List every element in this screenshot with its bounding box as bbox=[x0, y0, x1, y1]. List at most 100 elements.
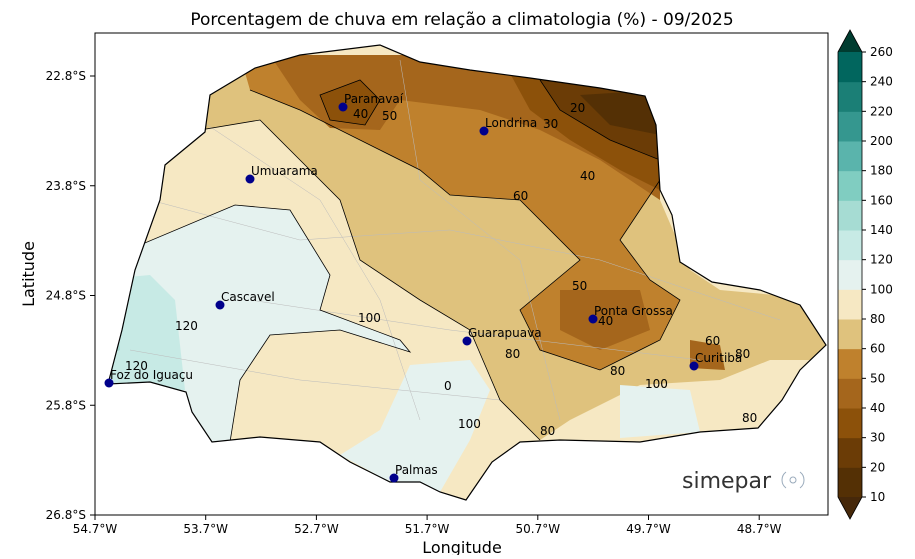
contour-label: 20 bbox=[570, 101, 585, 115]
city-label: Palmas bbox=[395, 463, 438, 477]
colorbar-swatch bbox=[838, 259, 862, 290]
city-label: Londrina bbox=[485, 116, 537, 130]
zone-60-80 bbox=[200, 55, 826, 440]
city-marker bbox=[338, 102, 348, 112]
colorbar-tick-label: 10 bbox=[870, 490, 885, 504]
colorbar-tick-label: 20 bbox=[870, 460, 885, 474]
city-marker bbox=[215, 300, 225, 310]
x-tick-label: 51.7°W bbox=[405, 522, 450, 536]
colorbar-tick-label: 160 bbox=[870, 193, 893, 207]
cities: Paranavaí Londrina Umuarama Cascavel Guarapu… bbox=[104, 92, 742, 483]
contour-label: 80 bbox=[742, 411, 757, 425]
contour-label: 40 bbox=[580, 169, 595, 183]
city-marker bbox=[588, 314, 598, 324]
y-tick-label: 22.8°S bbox=[46, 69, 86, 83]
x-tick-label: 54.7°W bbox=[73, 522, 118, 536]
city-label: Guarapuava bbox=[468, 326, 542, 340]
colorbar-swatch bbox=[838, 111, 862, 142]
y-axis-label: Latitude bbox=[19, 241, 38, 307]
colorbar-swatch bbox=[838, 378, 862, 409]
colorbar-swatch bbox=[838, 348, 862, 379]
contour-label: 80 bbox=[735, 347, 750, 361]
colorbar-swatch bbox=[838, 319, 862, 350]
colorbar-tick-label: 100 bbox=[870, 282, 893, 296]
colorbar-swatch bbox=[838, 408, 862, 439]
x-tick-label: 53.7°W bbox=[183, 522, 228, 536]
city-marker bbox=[389, 473, 399, 483]
zone-100-120 bbox=[108, 205, 700, 492]
colorbar-swatch bbox=[838, 52, 862, 83]
colorbar-swatch bbox=[838, 141, 862, 172]
x-tick-label: 50.7°W bbox=[516, 522, 561, 536]
city-label: Curitiba bbox=[695, 351, 742, 365]
contour-label: 120 bbox=[125, 359, 148, 373]
colorbar-extension-over bbox=[838, 30, 862, 52]
contour-label: 0 bbox=[444, 379, 452, 393]
colorbar-tick-label: 220 bbox=[870, 104, 893, 118]
city-marker bbox=[479, 126, 489, 136]
x-tick-label: 48.7°W bbox=[737, 522, 782, 536]
contour-label: 60 bbox=[705, 334, 720, 348]
city-marker bbox=[689, 361, 699, 371]
contour-label: 50 bbox=[382, 109, 397, 123]
city-marker bbox=[245, 174, 255, 184]
contour-label: 40 bbox=[598, 314, 613, 328]
x-tick-label: 49.7°W bbox=[626, 522, 671, 536]
colorbar-swatch bbox=[838, 81, 862, 112]
contour-label: 80 bbox=[540, 424, 555, 438]
municipal-lines bbox=[129, 59, 781, 421]
city-label: Foz do Iguaçu bbox=[110, 368, 193, 382]
city-label: Cascavel bbox=[221, 290, 275, 304]
contour bbox=[199, 119, 541, 441]
colorbar: 10 20 30 40 50 60 80 100 120 140 160 180 200 220 240 26… bbox=[837, 29, 893, 520]
colorbar-tick-label: 120 bbox=[870, 253, 893, 267]
contour-label: 120 bbox=[175, 319, 198, 333]
city-label: Ponta Grossa bbox=[594, 304, 673, 318]
map-title: Porcentagem de chuva em relação a climat… bbox=[190, 10, 733, 30]
city-label: Umuarama bbox=[251, 164, 318, 178]
x-tick-label: 52.7°W bbox=[294, 522, 339, 536]
colorbar-tick-label: 200 bbox=[870, 134, 893, 148]
colorbar-tick-label: 240 bbox=[870, 75, 893, 89]
contour-labels: 40 50 30 20 40 60 50 40 120 120 100 80 0… bbox=[125, 101, 757, 438]
city-marker bbox=[462, 336, 472, 346]
colorbar-swatch bbox=[838, 467, 862, 498]
y-tick-label: 26.8°S bbox=[46, 508, 86, 522]
colorbar-swatch bbox=[838, 200, 862, 231]
zone-10-20 bbox=[580, 90, 660, 135]
contour-label: 100 bbox=[645, 377, 668, 391]
logo-icon bbox=[781, 471, 805, 489]
colorbar-tick-label: 180 bbox=[870, 164, 893, 178]
colorbar-tick-label: 60 bbox=[870, 342, 885, 356]
contour-label: 100 bbox=[358, 311, 381, 325]
colorbar-tick-label: 40 bbox=[870, 401, 885, 415]
axes: 54.7°W 53.7°W 52.7°W 51.7°W 50.7°W 49.7°W 48.7… bbox=[46, 69, 782, 536]
colorbar-tick-label: 50 bbox=[870, 371, 885, 385]
colorbar-tick-label: 260 bbox=[870, 45, 893, 59]
city-marker bbox=[104, 378, 114, 388]
y-tick-label: 23.8°S bbox=[46, 179, 86, 193]
x-axis-label: Longitude bbox=[422, 538, 502, 555]
colorbar-swatch bbox=[838, 437, 862, 468]
contour-label: 50 bbox=[572, 279, 587, 293]
contour-label: 100 bbox=[458, 417, 481, 431]
city-label: Paranavaí bbox=[344, 92, 404, 106]
colorbar-tick-label: 30 bbox=[870, 431, 885, 445]
y-tick-label: 25.8°S bbox=[46, 398, 86, 412]
contour bbox=[319, 79, 661, 161]
contour bbox=[108, 204, 412, 443]
contour-label: 80 bbox=[505, 347, 520, 361]
contour-label: 80 bbox=[610, 364, 625, 378]
colorbar-swatch bbox=[838, 170, 862, 201]
colorbar-tick-label: 140 bbox=[870, 223, 893, 237]
contour-label: 60 bbox=[513, 189, 528, 203]
contour-label: 40 bbox=[353, 107, 368, 121]
y-tick-label: 24.8°S bbox=[46, 289, 86, 303]
logo-text: simepar bbox=[682, 469, 772, 494]
contour bbox=[249, 89, 681, 371]
rain-field bbox=[108, 45, 826, 500]
colorbar-tick-label: 80 bbox=[870, 312, 885, 326]
colorbar-swatch bbox=[838, 289, 862, 320]
colorbar-swatch bbox=[838, 230, 862, 261]
